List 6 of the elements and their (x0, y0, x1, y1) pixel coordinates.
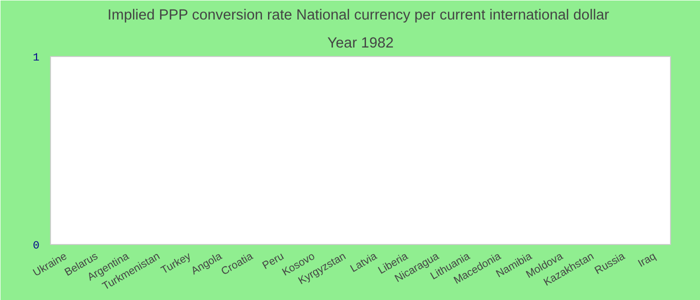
y-tick-label: 0 (32, 240, 40, 252)
x-tick-label: Iraq (636, 250, 658, 270)
chart-subtitle: Year 1982 (327, 36, 394, 52)
y-tick-label: 1 (32, 52, 40, 64)
x-tick-label: Latvia (348, 250, 380, 275)
chart-title: Implied PPP conversion rate National currency per current international dollar (108, 8, 610, 24)
